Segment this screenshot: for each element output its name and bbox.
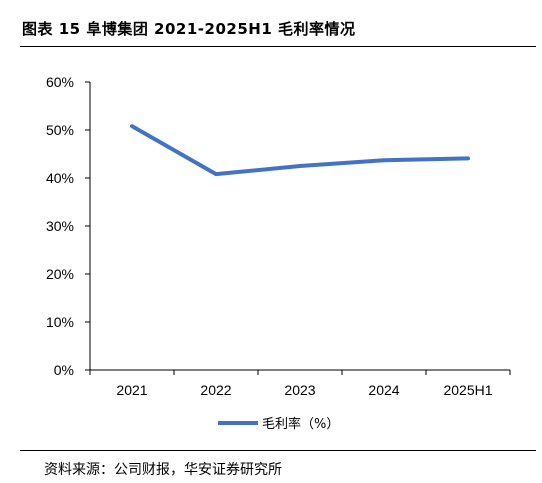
chart-title: 图表 15 阜博集团 2021-2025H1 毛利率情况 xyxy=(22,20,356,38)
y-tick-label: 20% xyxy=(46,266,74,282)
x-tick-label: 2023 xyxy=(284,382,315,398)
legend: 毛利率（%） xyxy=(218,416,339,432)
line-chart: 0%10%20%30%40%50%60% 2021 2022 2023 2024 202… xyxy=(46,74,511,432)
x-tick-label: 2024 xyxy=(368,382,399,398)
x-tick-label: 2022 xyxy=(200,382,231,398)
source-divider xyxy=(20,450,536,451)
x-axis-labels: 2021 2022 2023 2024 2025H1 xyxy=(116,382,492,398)
legend-label: 毛利率（%） xyxy=(262,416,339,432)
y-tick-label: 50% xyxy=(46,122,74,138)
series-line xyxy=(130,124,470,177)
y-axis-labels: 0% 10% 20% 30% 40% 50% 60% xyxy=(46,74,74,378)
source-note: 资料来源：公司财报，华安证券研究所 xyxy=(44,462,282,478)
x-tick-label: 2021 xyxy=(116,382,147,398)
y-tick-label: 60% xyxy=(46,74,74,90)
y-tick-label: 40% xyxy=(46,170,74,186)
y-tick-label: 30% xyxy=(46,218,74,234)
title-divider xyxy=(20,46,536,47)
series-group xyxy=(130,124,470,177)
x-tick-label: 2025H1 xyxy=(443,382,492,398)
y-tick-label: 0% xyxy=(54,362,74,378)
y-tick-label: 10% xyxy=(46,314,74,330)
chart-axes xyxy=(85,81,511,375)
